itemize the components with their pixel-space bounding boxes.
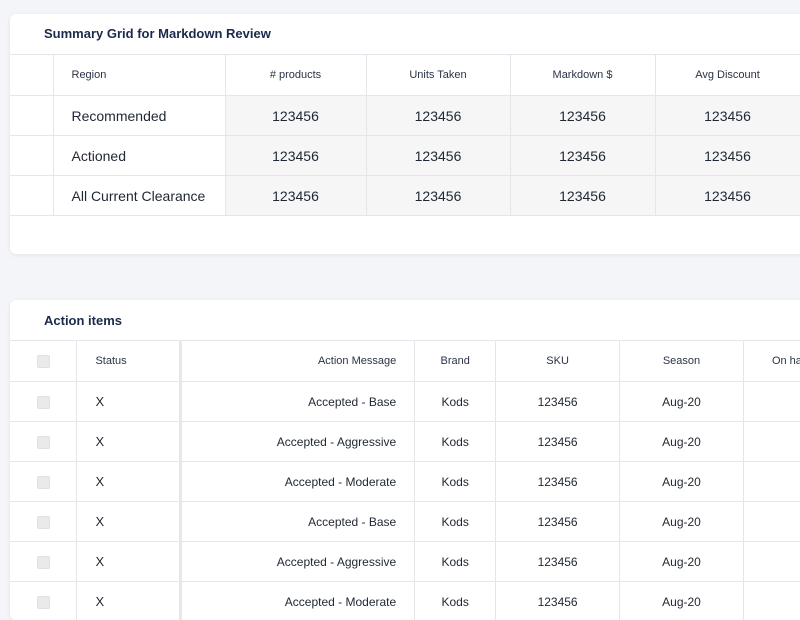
status-cell: X: [77, 542, 181, 582]
row-checkbox[interactable]: [37, 436, 50, 449]
summary-grid-card: Summary Grid for Markdown Review Region …: [10, 14, 800, 254]
summary-header-spacer: [10, 55, 53, 96]
sku-cell: 123456: [496, 462, 620, 502]
sku-cell: 123456: [496, 382, 620, 422]
action-header-row: Status Action Message Brand SKU Season O…: [10, 341, 800, 382]
action-header-season[interactable]: Season: [620, 341, 744, 382]
summary-row-label: Actioned: [53, 136, 225, 176]
sku-cell: 123456: [496, 422, 620, 462]
sku-cell: 123456: [496, 582, 620, 620]
row-checkbox-cell: [10, 462, 77, 502]
action-header-action-message[interactable]: Action Message: [181, 341, 415, 382]
summary-header-markdown[interactable]: Markdown $: [510, 55, 655, 96]
row-checkbox-cell: [10, 422, 77, 462]
on-hand-cell: [743, 382, 800, 422]
summary-cell: 123456: [225, 96, 366, 136]
on-hand-cell: [743, 462, 800, 502]
action-header-status[interactable]: Status: [77, 341, 181, 382]
summary-row-label: All Current Clearance: [53, 176, 225, 216]
action-header-on-hand[interactable]: On ha: [743, 341, 800, 382]
summary-cell: 123456: [510, 176, 655, 216]
brand-cell: Kods: [415, 502, 496, 542]
table-row[interactable]: X Accepted - Moderate Kods 123456 Aug-20: [10, 462, 800, 502]
summary-cell: 123456: [366, 96, 510, 136]
table-row[interactable]: X Accepted - Base Kods 123456 Aug-20: [10, 502, 800, 542]
brand-cell: Kods: [415, 542, 496, 582]
action-message-cell: Accepted - Moderate: [181, 582, 415, 620]
status-cell: X: [77, 382, 181, 422]
status-cell: X: [77, 422, 181, 462]
row-spacer: [10, 136, 53, 176]
action-message-cell: Accepted - Base: [181, 502, 415, 542]
row-spacer: [10, 176, 53, 216]
on-hand-cell: [743, 582, 800, 620]
brand-cell: Kods: [415, 382, 496, 422]
summary-header-products[interactable]: # products: [225, 55, 366, 96]
summary-header-region[interactable]: Region: [53, 55, 225, 96]
season-cell: Aug-20: [620, 462, 744, 502]
summary-row-label: Recommended: [53, 96, 225, 136]
table-row[interactable]: X Accepted - Base Kods 123456 Aug-20: [10, 382, 800, 422]
summary-grid-title: Summary Grid for Markdown Review: [44, 26, 271, 41]
action-message-cell: Accepted - Base: [181, 382, 415, 422]
season-cell: Aug-20: [620, 502, 744, 542]
row-checkbox[interactable]: [37, 516, 50, 529]
season-cell: Aug-20: [620, 542, 744, 582]
on-hand-cell: [743, 542, 800, 582]
summary-cell: 123456: [655, 136, 800, 176]
row-spacer: [10, 96, 53, 136]
summary-cell: 123456: [225, 136, 366, 176]
row-checkbox[interactable]: [37, 596, 50, 609]
row-checkbox-cell: [10, 502, 77, 542]
brand-cell: Kods: [415, 462, 496, 502]
season-cell: Aug-20: [620, 582, 744, 620]
summary-cell: 123456: [655, 96, 800, 136]
row-checkbox-cell: [10, 582, 77, 620]
brand-cell: Kods: [415, 422, 496, 462]
season-cell: Aug-20: [620, 382, 744, 422]
summary-cell: 123456: [225, 176, 366, 216]
on-hand-cell: [743, 422, 800, 462]
summary-cell: 123456: [510, 136, 655, 176]
row-checkbox[interactable]: [37, 396, 50, 409]
summary-cell: 123456: [510, 96, 655, 136]
row-checkbox[interactable]: [37, 476, 50, 489]
status-cell: X: [77, 502, 181, 542]
sku-cell: 123456: [496, 542, 620, 582]
summary-cell: 123456: [366, 176, 510, 216]
row-checkbox[interactable]: [37, 556, 50, 569]
season-cell: Aug-20: [620, 422, 744, 462]
action-items-table: Status Action Message Brand SKU Season O…: [10, 340, 800, 620]
row-checkbox-cell: [10, 542, 77, 582]
summary-cell: 123456: [655, 176, 800, 216]
sku-cell: 123456: [496, 502, 620, 542]
summary-row-recommended: Recommended 123456 123456 123456 123456: [10, 96, 800, 136]
action-items-title: Action items: [44, 313, 122, 328]
action-header-sku[interactable]: SKU: [496, 341, 620, 382]
summary-header-avg-discount[interactable]: Avg Discount: [655, 55, 800, 96]
select-all-checkbox-cell: [10, 341, 77, 382]
summary-grid-table: Region # products Units Taken Markdown $…: [10, 54, 800, 216]
row-checkbox-cell: [10, 382, 77, 422]
status-cell: X: [77, 462, 181, 502]
on-hand-cell: [743, 502, 800, 542]
select-all-checkbox[interactable]: [37, 355, 50, 368]
summary-row-all-current-clearance: All Current Clearance 123456 123456 1234…: [10, 176, 800, 216]
table-row[interactable]: X Accepted - Aggressive Kods 123456 Aug-…: [10, 542, 800, 582]
action-header-brand[interactable]: Brand: [415, 341, 496, 382]
action-message-cell: Accepted - Moderate: [181, 462, 415, 502]
table-row[interactable]: X Accepted - Moderate Kods 123456 Aug-20: [10, 582, 800, 620]
status-cell: X: [77, 582, 181, 620]
table-row[interactable]: X Accepted - Aggressive Kods 123456 Aug-…: [10, 422, 800, 462]
summary-header-units-taken[interactable]: Units Taken: [366, 55, 510, 96]
summary-row-actioned: Actioned 123456 123456 123456 123456: [10, 136, 800, 176]
action-items-card: Action items Status Action Message Brand…: [10, 300, 800, 620]
summary-header-row: Region # products Units Taken Markdown $…: [10, 55, 800, 96]
summary-cell: 123456: [366, 136, 510, 176]
brand-cell: Kods: [415, 582, 496, 620]
action-message-cell: Accepted - Aggressive: [181, 542, 415, 582]
action-message-cell: Accepted - Aggressive: [181, 422, 415, 462]
